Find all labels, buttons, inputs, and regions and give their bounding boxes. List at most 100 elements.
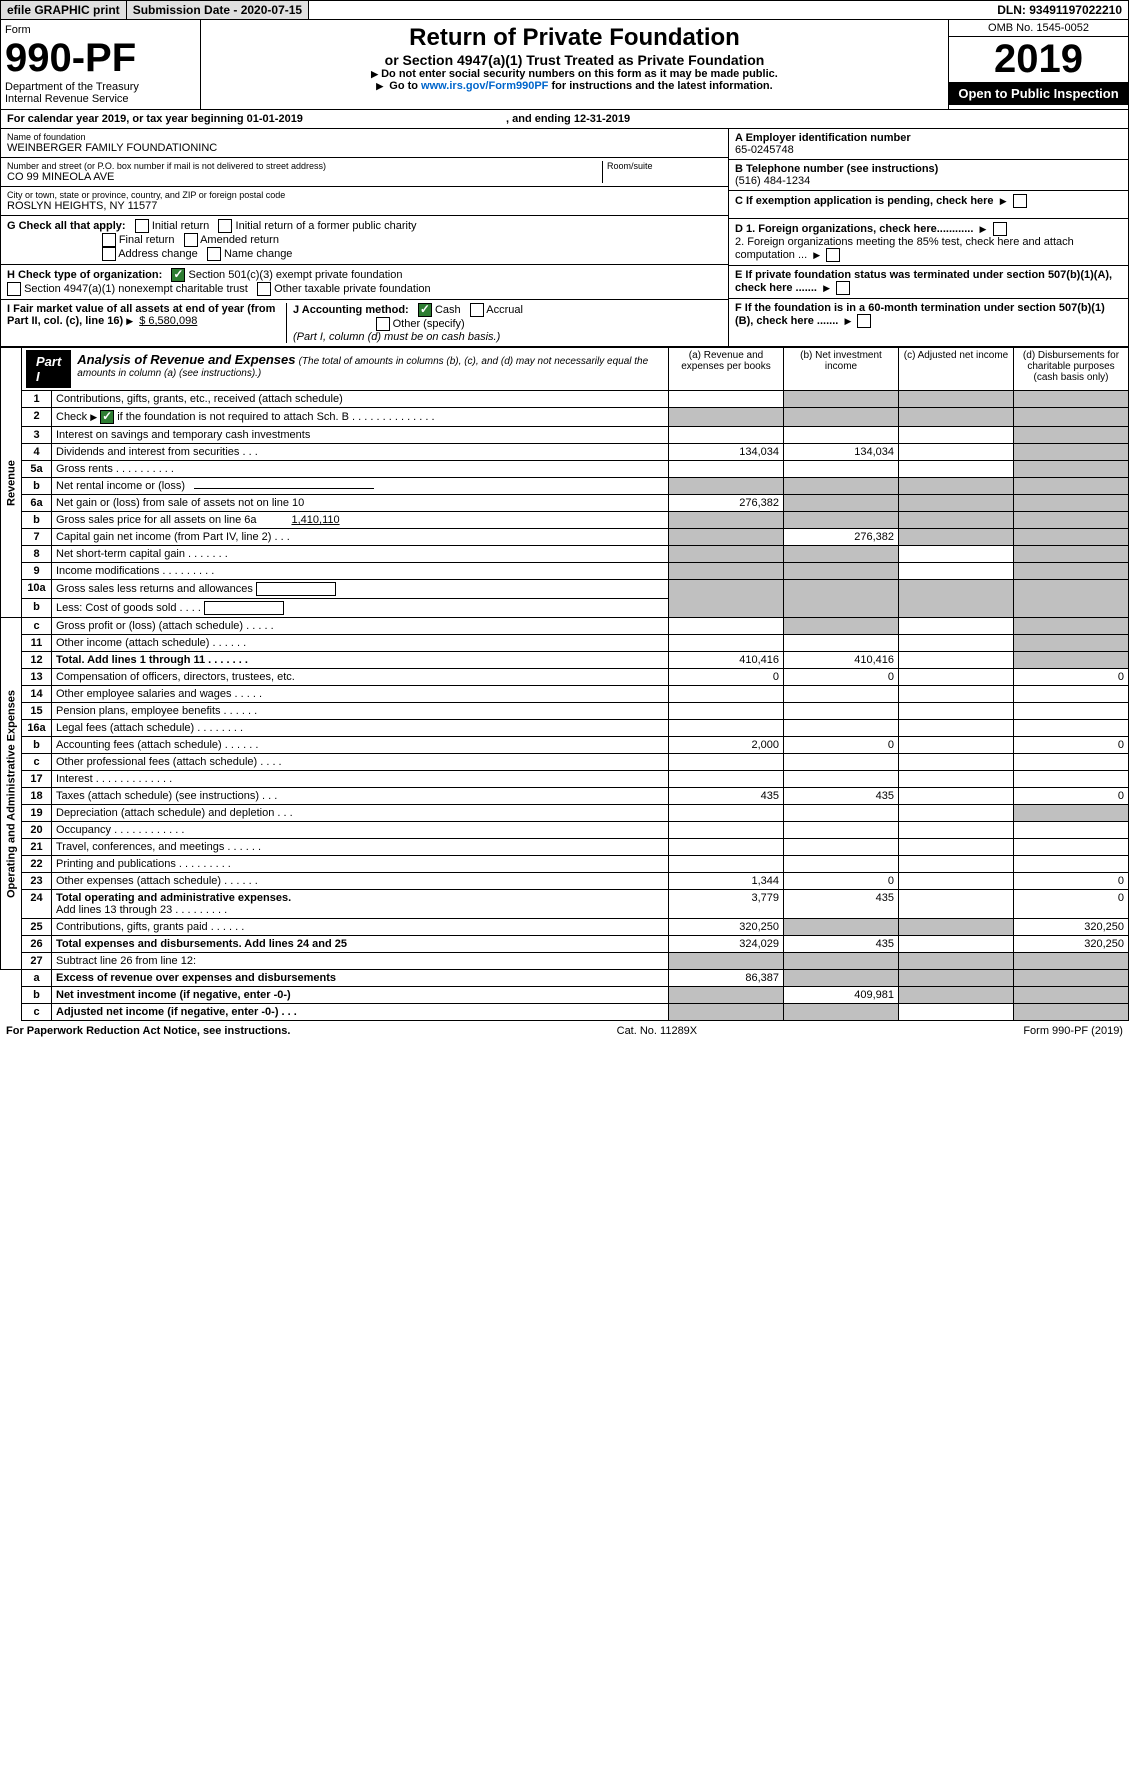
check-addr-change[interactable]: [102, 247, 116, 261]
row-27c: cAdjusted net income (if negative, enter…: [1, 1004, 1129, 1021]
room-label: Room/suite: [607, 161, 722, 171]
row-16a: 16aLegal fees (attach schedule) . . . . …: [1, 720, 1129, 737]
check-name-change[interactable]: [207, 247, 221, 261]
check-d1[interactable]: [993, 222, 1007, 236]
row-4: 4Dividends and interest from securities …: [1, 444, 1129, 461]
lbl-initial-former: Initial return of a former public charit…: [236, 220, 417, 232]
check-cash[interactable]: [418, 303, 432, 317]
lbl-amended: Amended return: [200, 234, 279, 246]
form-title: Return of Private Foundation: [205, 24, 944, 52]
a-ein-label: A Employer identification number: [735, 132, 1122, 144]
row-5a: 5aGross rents . . . . . . . . . .: [1, 461, 1129, 478]
col-a-hdr: (a) Revenue and expenses per books: [669, 348, 784, 391]
arrow-d1: [980, 223, 990, 235]
paperwork-notice: For Paperwork Reduction Act Notice, see …: [6, 1025, 290, 1037]
check-other-method[interactable]: [376, 317, 390, 331]
check-initial-former[interactable]: [218, 219, 232, 233]
city-label: City or town, state or province, country…: [7, 190, 722, 200]
check-d2[interactable]: [826, 248, 840, 262]
row-27: 27Subtract line 26 from line 12:: [1, 953, 1129, 970]
omb-number: OMB No. 1545-0052: [949, 20, 1128, 37]
arrow-d2: [813, 249, 823, 261]
check-initial[interactable]: [135, 219, 149, 233]
arrow-c: [1000, 195, 1010, 207]
check-c[interactable]: [1013, 194, 1027, 208]
check-amended[interactable]: [184, 233, 198, 247]
cal-pre: For calendar year 2019, or tax year begi…: [7, 113, 247, 125]
note-ssn: Do not enter social security numbers on …: [205, 68, 944, 80]
d1-label: D 1. Foreign organizations, check here..…: [735, 223, 973, 235]
calendar-year-row: For calendar year 2019, or tax year begi…: [0, 110, 1129, 129]
expenses-section: Operating and Administrative Expenses: [1, 618, 22, 970]
phone-value: (516) 484-1234: [735, 175, 1122, 187]
row-17: 17Interest . . . . . . . . . . . . .: [1, 771, 1129, 788]
arrow-f: [844, 315, 854, 327]
part1-table: Revenue Part I Analysis of Revenue and E…: [0, 347, 1129, 1021]
irs-label: Internal Revenue Service: [5, 93, 196, 105]
entity-info: Name of foundation WEINBERGER FAMILY FOU…: [0, 129, 1129, 347]
form-ref: Form 990-PF (2019): [1023, 1025, 1123, 1037]
dln: DLN: 93491197022210: [991, 1, 1128, 19]
check-f[interactable]: [857, 314, 871, 328]
ein-value: 65-0245748: [735, 144, 1122, 156]
part1-tab: Part I: [26, 350, 71, 388]
foundation-city: ROSLYN HEIGHTS, NY 11577: [7, 200, 722, 212]
goto-pre: Go to: [389, 80, 421, 92]
name-label: Name of foundation: [7, 132, 722, 142]
row-26: 26Total expenses and disbursements. Add …: [1, 936, 1129, 953]
revenue-section: Revenue: [1, 348, 22, 618]
row-12: 12Total. Add lines 1 through 11 . . . . …: [1, 652, 1129, 669]
row-23: 23Other expenses (attach schedule) . . .…: [1, 873, 1129, 890]
check-501c3[interactable]: [171, 268, 185, 282]
d2-label: 2. Foreign organizations meeting the 85%…: [735, 236, 1074, 261]
row-11: 11Other income (attach schedule) . . . .…: [1, 635, 1129, 652]
arrow-e: [823, 282, 833, 294]
lbl-final: Final return: [119, 234, 175, 246]
row-27a: aExcess of revenue over expenses and dis…: [1, 970, 1129, 987]
row-20: 20Occupancy . . . . . . . . . . . .: [1, 822, 1129, 839]
efile-print-button[interactable]: efile GRAPHIC print: [1, 1, 127, 19]
row-14: 14Other employee salaries and wages . . …: [1, 686, 1129, 703]
fmv-value: $ 6,580,098: [139, 315, 197, 327]
g-label: G Check all that apply:: [7, 220, 126, 232]
lbl-initial: Initial return: [152, 220, 209, 232]
submission-date: Submission Date - 2020-07-15: [127, 1, 309, 19]
row-22: 22Printing and publications . . . . . . …: [1, 856, 1129, 873]
row-10c: Operating and Administrative ExpensescGr…: [1, 618, 1129, 635]
arrow-icon-i: [126, 315, 136, 327]
row-8: 8Net short-term capital gain . . . . . .…: [1, 546, 1129, 563]
lbl-other-method: Other (specify): [393, 318, 465, 330]
check-e[interactable]: [836, 281, 850, 295]
check-other-tax[interactable]: [257, 282, 271, 296]
check-final[interactable]: [102, 233, 116, 247]
check-4947[interactable]: [7, 282, 21, 296]
check-accrual[interactable]: [470, 303, 484, 317]
row-15: 15Pension plans, employee benefits . . .…: [1, 703, 1129, 720]
cal-begin: 01-01-2019: [247, 113, 303, 125]
lbl-cash: Cash: [435, 304, 461, 316]
open-public: Open to Public Inspection: [949, 82, 1128, 105]
foundation-addr: CO 99 MINEOLA AVE: [7, 171, 602, 183]
top-bar: efile GRAPHIC print Submission Date - 20…: [0, 0, 1129, 20]
goto-post: for instructions and the latest informat…: [551, 80, 772, 92]
col-b-hdr: (b) Net investment income: [784, 348, 899, 391]
irs-link[interactable]: www.irs.gov/Form990PF: [421, 80, 548, 92]
row-6a: 6aNet gain or (loss) from sale of assets…: [1, 495, 1129, 512]
cat-no: Cat. No. 11289X: [617, 1025, 698, 1037]
row-21: 21Travel, conferences, and meetings . . …: [1, 839, 1129, 856]
row-24: 24Total operating and administrative exp…: [1, 890, 1129, 919]
form-subtitle: or Section 4947(a)(1) Trust Treated as P…: [205, 52, 944, 68]
lbl-accrual: Accrual: [486, 304, 523, 316]
form-header: Form 990-PF Department of the Treasury I…: [0, 20, 1129, 110]
row-25: 25Contributions, gifts, grants paid . . …: [1, 919, 1129, 936]
c-label: C If exemption application is pending, c…: [735, 195, 994, 207]
f-label: F If the foundation is in a 60-month ter…: [735, 302, 1105, 327]
row-13: 13Compensation of officers, directors, t…: [1, 669, 1129, 686]
lbl-name-change: Name change: [224, 248, 293, 260]
tax-year: 2019: [949, 37, 1128, 82]
row-7: 7Capital gain net income (from Part IV, …: [1, 529, 1129, 546]
row-3: 3Interest on savings and temporary cash …: [1, 427, 1129, 444]
foundation-name: WEINBERGER FAMILY FOUNDATIONINC: [7, 142, 722, 154]
check-sch-b[interactable]: [100, 410, 114, 424]
row-5b: bNet rental income or (loss): [1, 478, 1129, 495]
